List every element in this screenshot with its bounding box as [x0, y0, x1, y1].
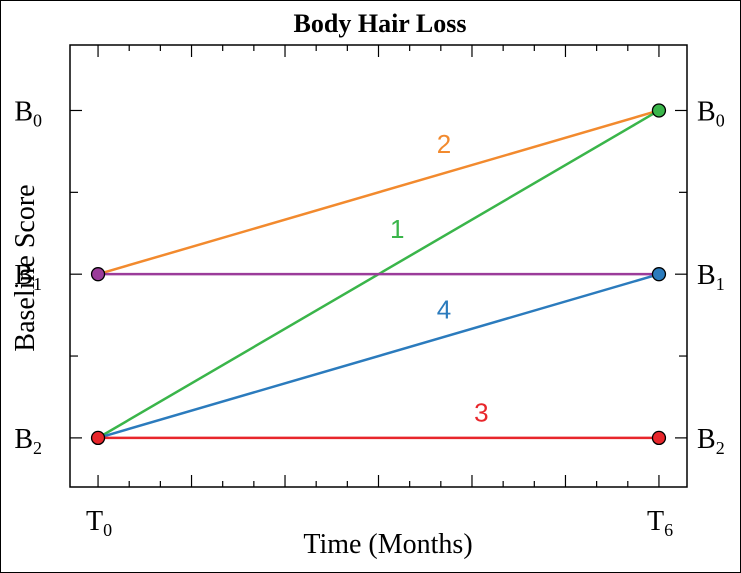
data-point [90, 267, 106, 282]
series-line-4 [97, 272, 660, 440]
series-lines [97, 109, 660, 440]
series-labels: 2 1 4 3 [390, 129, 489, 427]
chart-title: Body Hair Loss [294, 9, 467, 38]
series-label-4: 4 [437, 294, 451, 324]
series-label-3: 3 [474, 398, 488, 428]
y-tick-label-right: B0 [697, 96, 725, 130]
y-tick-label-left: B0 [14, 96, 42, 130]
x-tick-label: T6 [647, 506, 673, 540]
data-point [90, 430, 106, 446]
axis-ticks [70, 45, 687, 487]
x-tick-label: T0 [86, 506, 112, 540]
series-label-2: 2 [437, 129, 451, 159]
plot-area [69, 44, 688, 488]
y-tick-label-left: B2 [14, 424, 42, 458]
y-tick-label-left: B1 [14, 260, 42, 294]
series-label-1: 1 [390, 214, 404, 244]
data-point [651, 430, 667, 446]
y-axis-label: Baseline Score [10, 184, 41, 351]
y-tick-label-right: B2 [697, 424, 725, 458]
x-axis-label: Time (Months) [303, 529, 472, 560]
data-points [90, 103, 667, 446]
y-tick-label-right: B1 [697, 260, 725, 294]
series-line-2 [97, 109, 660, 276]
tick-labels: T0 T6 B0 B1 B2 B0 B1 B2 [14, 96, 724, 540]
data-point [651, 103, 667, 118]
data-point [651, 267, 667, 282]
